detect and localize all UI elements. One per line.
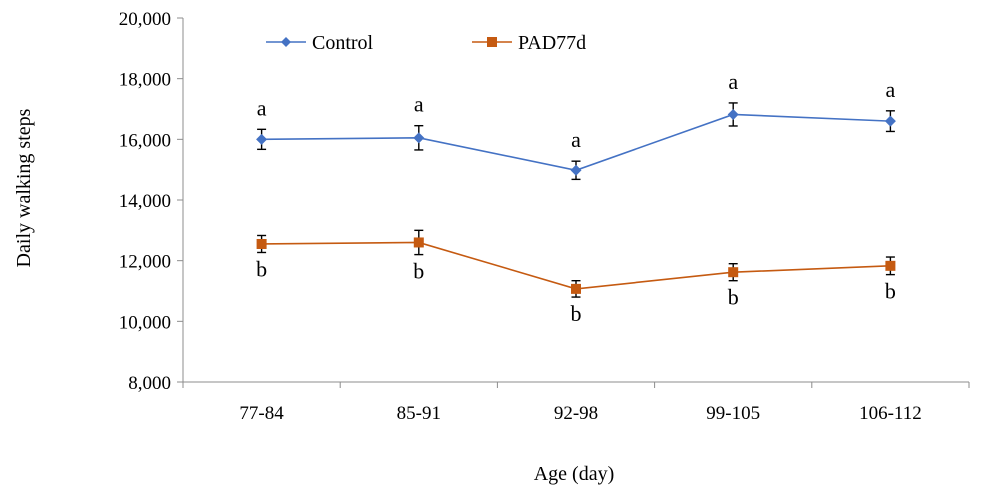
x-tick-label: 77-84 xyxy=(239,403,284,424)
y-tick-label: 8,000 xyxy=(128,373,171,394)
legend: Control PAD77d xyxy=(266,32,586,54)
legend-marker xyxy=(281,37,291,47)
significance-label: b xyxy=(256,256,267,281)
x-tick-label: 92-98 xyxy=(554,403,598,424)
x-tick-label: 106-112 xyxy=(859,403,922,424)
significance-label: b xyxy=(885,279,896,304)
series-pad77d: b b b b b xyxy=(256,229,896,326)
y-axis-title: Daily walking steps xyxy=(13,108,35,267)
y-tick-label: 12,000 xyxy=(119,252,171,273)
data-point xyxy=(413,132,425,144)
y-axis: 8,000 10,000 12,000 14,000 16,000 18,000 20,00… xyxy=(119,9,184,394)
x-axis-title: Age (day) xyxy=(534,463,615,485)
y-tick-label: 20,000 xyxy=(119,9,171,30)
legend-label: PAD77d xyxy=(518,32,586,54)
y-tick-label: 10,000 xyxy=(119,312,171,333)
significance-label: a xyxy=(728,69,738,94)
significance-label: b xyxy=(571,301,582,326)
series-control: a a a a a xyxy=(256,69,896,181)
significance-label: a xyxy=(414,92,424,117)
legend-marker xyxy=(487,37,497,47)
data-point xyxy=(570,164,582,176)
significance-label: a xyxy=(886,77,896,102)
significance-label: b xyxy=(728,285,739,310)
legend-label: Control xyxy=(312,32,374,54)
x-tick-label: 85-91 xyxy=(397,403,441,424)
legend-item-control: Control xyxy=(266,32,374,54)
y-tick-label: 18,000 xyxy=(119,70,171,91)
data-point xyxy=(256,133,268,145)
x-tick-label: 99-105 xyxy=(706,403,760,424)
data-point xyxy=(728,267,739,278)
data-point xyxy=(571,283,581,294)
significance-label: a xyxy=(257,95,267,120)
significance-label: b xyxy=(413,259,424,284)
x-axis: 77-84 85-91 92-98 99-105 106-112 xyxy=(182,381,970,424)
y-tick-label: 16,000 xyxy=(119,130,171,151)
data-point xyxy=(413,237,424,248)
data-point xyxy=(727,108,739,120)
plot-area: a a a a a b b b b b xyxy=(256,69,896,326)
significance-label: a xyxy=(571,127,581,152)
data-point xyxy=(884,115,896,127)
legend-item-pad77d: PAD77d xyxy=(472,32,586,54)
data-point xyxy=(885,260,896,271)
data-point xyxy=(256,238,267,249)
y-tick-label: 14,000 xyxy=(119,191,171,212)
